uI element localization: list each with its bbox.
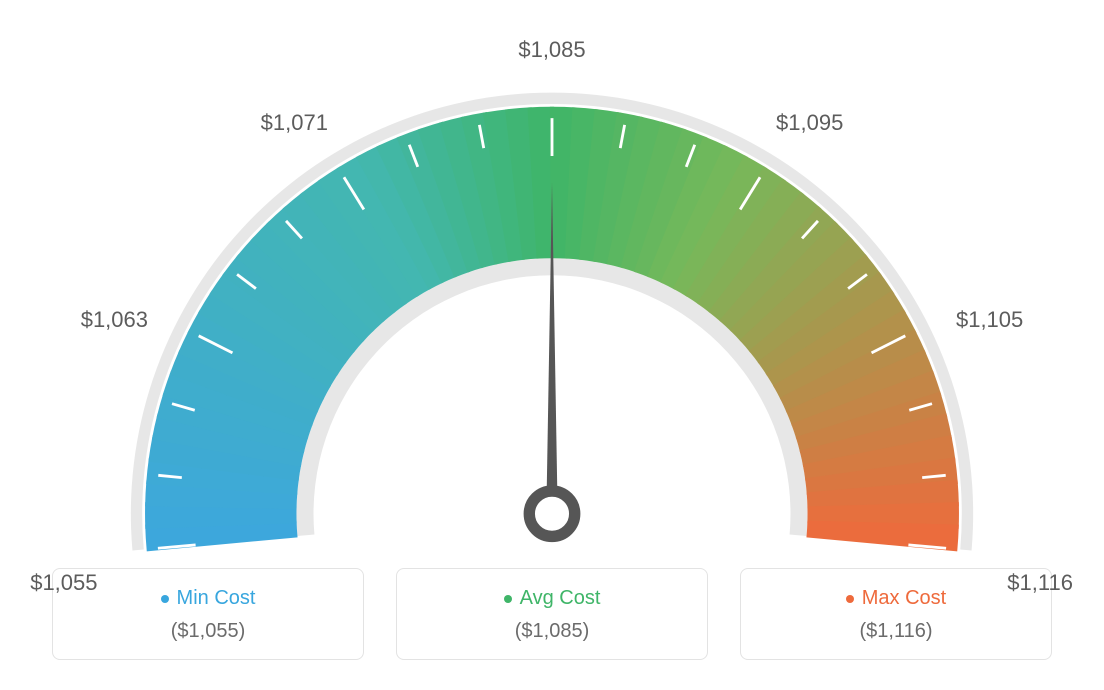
- gauge-tick-label: $1,116: [1007, 570, 1073, 596]
- legend-card-avg: Avg Cost ($1,085): [396, 568, 708, 660]
- legend-label-max: Max Cost: [862, 587, 946, 610]
- gauge-tick-label: $1,095: [776, 110, 843, 136]
- legend-label-min: Min Cost: [177, 587, 256, 610]
- gauge-svg: [52, 50, 1052, 580]
- legend-card-max: Max Cost ($1,116): [740, 568, 1052, 660]
- legend-title-max: Max Cost: [846, 587, 946, 610]
- gauge-tick-label: $1,071: [261, 110, 328, 136]
- legend-value-max: ($1,116): [741, 620, 1051, 643]
- gauge-tick-label: $1,105: [956, 307, 1023, 333]
- gauge-tick-label: $1,085: [518, 37, 585, 63]
- legend-card-min: Min Cost ($1,055): [52, 568, 364, 660]
- gauge-tick-label: $1,055: [30, 570, 97, 596]
- gauge-chart: $1,055$1,063$1,071$1,085$1,095$1,105$1,1…: [52, 30, 1052, 558]
- gauge-tick-label: $1,063: [81, 307, 148, 333]
- legend-label-avg: Avg Cost: [520, 587, 601, 610]
- legend-value-avg: ($1,085): [397, 620, 707, 643]
- legend-row: Min Cost ($1,055) Avg Cost ($1,085) Max …: [52, 568, 1052, 660]
- legend-value-min: ($1,055): [53, 620, 363, 643]
- legend-title-avg: Avg Cost: [504, 587, 601, 610]
- legend-title-min: Min Cost: [161, 587, 256, 610]
